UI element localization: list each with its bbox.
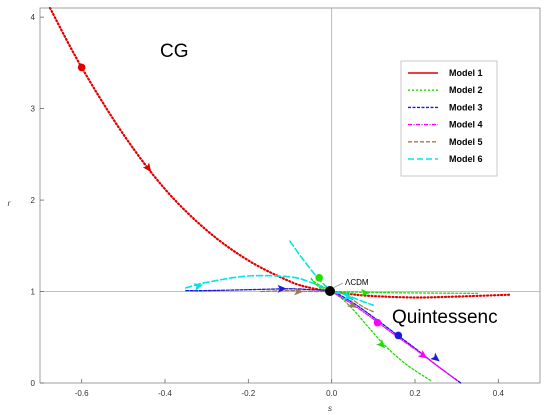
model-3-arrow [277, 284, 287, 293]
x-tick-label: 0.0 [326, 389, 338, 398]
model-1-point [77, 63, 86, 72]
legend-label-model-3: Model 3 [449, 102, 483, 112]
legend-box [400, 60, 498, 177]
y-tick-label: 4 [31, 13, 36, 22]
model-5-arrow [294, 287, 304, 296]
x-tick-label: -0.4 [158, 389, 172, 398]
model-2-branch-arrow [360, 288, 370, 297]
model-2-branch-line [331, 290, 479, 295]
reference-lines [40, 8, 540, 383]
model-4-point [373, 318, 382, 327]
model-1-arrow [142, 162, 152, 173]
legend-label-model-6: Model 6 [449, 154, 483, 164]
legend-label-model-5: Model 5 [449, 137, 483, 147]
model-1-line [48, 6, 512, 299]
y-tick-label: 1 [31, 288, 36, 297]
x-tick-label: -0.6 [75, 389, 89, 398]
model-6-arrow [343, 291, 353, 300]
model-2-arrow [376, 338, 386, 349]
x-tick-label: -0.2 [241, 389, 255, 398]
model-6-line [185, 274, 375, 307]
model-5-line [260, 289, 374, 313]
region-label-cg: CG [160, 41, 189, 62]
x-axis-title: s [328, 404, 332, 413]
marker-layer [77, 63, 440, 362]
axis-layer: -0.6 -0.4 -0.2 0.0 0.2 0.4 0 1 2 3 4 [31, 13, 505, 398]
legend-label-model-1: Model 1 [449, 68, 483, 78]
plot-frame [39, 7, 541, 384]
lcdm-annotation-leader [332, 282, 344, 289]
model-4-arrow [417, 350, 428, 359]
model-3-arrow [430, 352, 440, 362]
model-3-point [394, 331, 403, 340]
model-2-point [315, 274, 323, 282]
model-3-line [185, 288, 462, 384]
model-6-branch-line [289, 240, 333, 293]
y-tick-label: 2 [31, 196, 36, 205]
x-tick-label: 0.2 [409, 389, 421, 398]
y-axis-title: r [8, 199, 11, 208]
lcdm-label: ΛCDM [345, 278, 369, 287]
y-tick-label: 0 [31, 379, 36, 388]
plot-border [39, 7, 541, 384]
legend-label-model-2: Model 2 [449, 85, 483, 95]
y-tick-label: 3 [31, 105, 36, 114]
model-5-arrow [346, 299, 357, 309]
region-label-quintessence: Quintessenc [392, 307, 498, 328]
x-tick-label: 0.4 [493, 389, 505, 398]
lcdm-fixed-point [325, 286, 335, 296]
series-layer [48, 6, 512, 384]
model-6-arrow [193, 283, 204, 291]
legend-label-model-4: Model 4 [449, 120, 483, 130]
legend: Model 1 Model 2 Model 3 Model 4 Model 5 Model… [400, 60, 498, 177]
